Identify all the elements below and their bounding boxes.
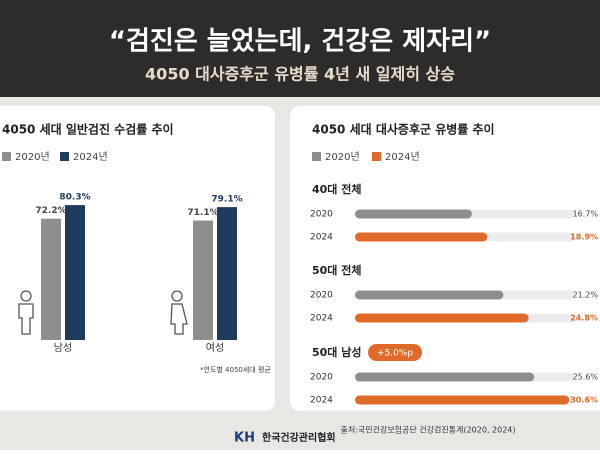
value-label: 16.7%: [573, 210, 599, 219]
row-label: 2024: [310, 233, 333, 243]
value-label: 72.2%: [35, 206, 66, 216]
row-label: 2020: [310, 373, 333, 383]
subtitle: 4050 대사증후군 유병률 4년 새 일제히 상승: [145, 65, 455, 84]
annotation-text: +5.0%p: [377, 349, 413, 359]
group-label: 40대 전체: [312, 182, 362, 196]
legend-swatch: [60, 152, 69, 161]
legend-swatch: [312, 152, 321, 161]
banner: [0, 0, 600, 97]
annotation-badge: [368, 344, 422, 361]
bar: [193, 220, 213, 340]
group-label: 50대 전체: [312, 263, 362, 277]
male-icon-head: [20, 290, 32, 302]
value-label: 21.2%: [573, 291, 599, 300]
bar: [355, 209, 472, 219]
bar: [355, 232, 488, 242]
bar: [65, 205, 85, 340]
value-label: 71.1%: [187, 208, 218, 218]
bar: [355, 372, 535, 382]
value-label: 79.1%: [211, 195, 242, 205]
female-icon-body: [170, 303, 188, 335]
row-label: 2020: [310, 291, 333, 301]
value-label: 25.6%: [573, 373, 599, 382]
bar: [217, 207, 237, 340]
bar: [355, 395, 570, 405]
x-tick-label: 남성: [54, 342, 72, 354]
bar: [41, 218, 61, 340]
value-label: 30.6%: [570, 396, 598, 405]
value-label: 80.3%: [59, 193, 90, 203]
footnote: *연도별 4050세대 평균: [200, 365, 271, 374]
source: 출처:국민건강보험공단 건강검진통계(2020, 2024): [340, 425, 515, 435]
female-icon-head: [171, 290, 183, 302]
legend-label: 2024년: [73, 151, 108, 163]
person-icons: [18, 290, 188, 335]
value-label: 24.8%: [570, 314, 598, 323]
row-label: 2020: [310, 210, 333, 220]
male-icon-body: [18, 303, 34, 335]
title: “검진은 늘었는데, 건강은 제자리”: [109, 27, 491, 57]
row-label: 2024: [310, 314, 333, 324]
legend-label: 2020년: [15, 151, 50, 163]
legend-label: 2024년: [385, 151, 420, 163]
logo-mark: KH: [234, 431, 255, 446]
logo-name: 한국건강관리협회: [262, 431, 336, 444]
legend-swatch: [2, 152, 11, 161]
legend-label: 2020년: [325, 151, 360, 163]
legend-swatch: [372, 152, 381, 161]
x-tick-label: 여성: [206, 342, 224, 354]
bar: [355, 313, 529, 323]
value-label: 18.9%: [570, 233, 598, 242]
bar: [355, 290, 504, 300]
chart-title: 4050 세대 일반검진 수검률 추이: [2, 122, 174, 137]
row-label: 2024: [310, 396, 333, 406]
group-label: 50대 남성: [312, 345, 362, 359]
right-card: [290, 106, 600, 411]
chart-title: 4050 세대 대사증후군 유병률 추이: [312, 122, 495, 137]
